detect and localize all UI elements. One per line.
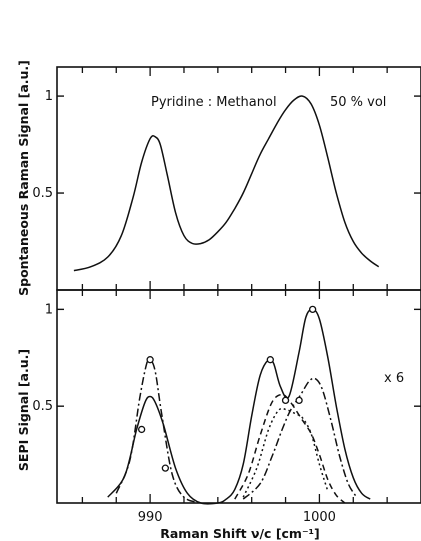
series-line-0	[107, 308, 371, 505]
data-point-marker	[308, 305, 317, 314]
data-point-marker	[295, 396, 303, 405]
series-line-4	[242, 407, 329, 498]
data-point-marker	[161, 464, 170, 472]
bottom-annotation: x 6	[384, 371, 404, 386]
top-ylabel: Spontaneous Raman Signal [a.u.]	[16, 60, 31, 296]
series-line-3	[242, 377, 358, 500]
ytick-label: 0.5	[32, 186, 53, 201]
data-point-marker	[281, 396, 290, 405]
bottom-xlabel: Raman Shift ν/c [cm⁻¹]	[160, 526, 320, 541]
top-plot-layer: 0.51	[32, 67, 421, 290]
bottom-ylabel: SEPI Signal [a.u.]	[16, 349, 31, 471]
data-point-marker	[138, 425, 146, 434]
series-line-0	[73, 95, 380, 272]
top-annotation-2: 50 % vol	[330, 95, 386, 110]
series-line-2	[234, 393, 346, 504]
ytick-label: 1	[45, 89, 53, 104]
top-annotation: Pyridine : Methanol	[151, 95, 277, 110]
data-point-marker	[146, 356, 154, 364]
bottom-panel-frame	[56, 289, 421, 504]
xtick-label: 1000	[303, 510, 336, 525]
ytick-label: 1	[45, 302, 53, 317]
data-point-marker	[266, 356, 274, 364]
ytick-label: 0.5	[32, 399, 53, 414]
series-line-1	[115, 358, 202, 504]
bottom-plot-layer: 0.5 1 990 1000	[32, 290, 421, 525]
xtick-label: 990	[138, 510, 163, 525]
